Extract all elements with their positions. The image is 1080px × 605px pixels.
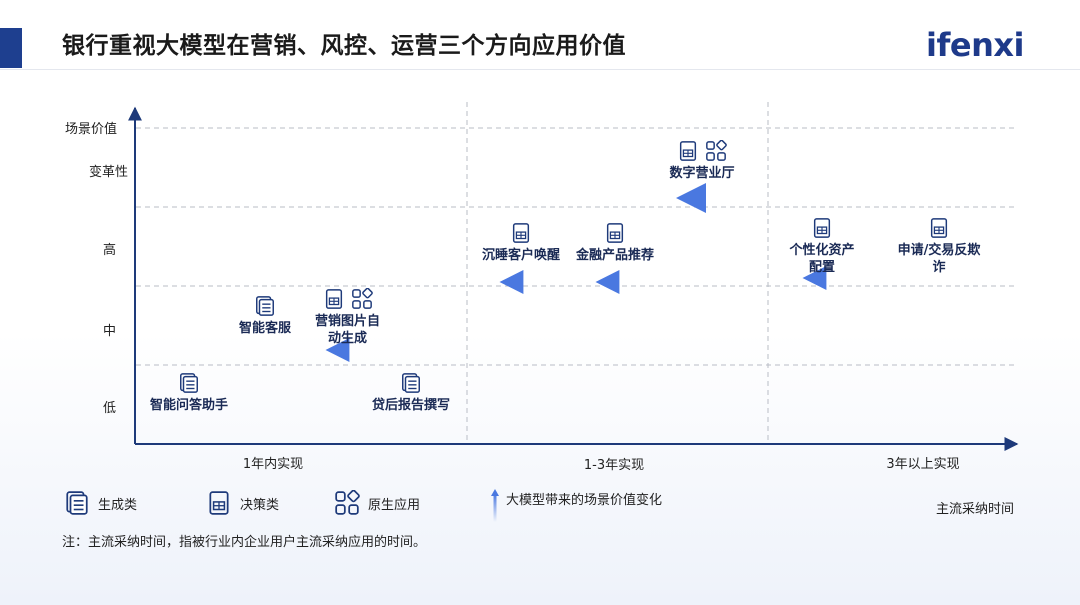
- legend-label: 生成类: [98, 497, 138, 513]
- item-fin-product: 金融产品推荐: [569, 222, 661, 264]
- item-label-line-2: 诈: [932, 260, 946, 275]
- native-app-icon: [335, 490, 360, 515]
- item-dormant: 沉睡客户唤醒: [475, 222, 567, 264]
- decision-icon: [679, 141, 697, 161]
- period-separators: [466, 102, 769, 444]
- x-period-3y-plus: 3年以上实现: [886, 457, 960, 472]
- generative-icon: [66, 491, 88, 515]
- legend-label: 大模型带来的场景价值变化: [506, 492, 663, 508]
- item-post-loan: 贷后报告撰写: [362, 372, 460, 414]
- header-divider: [0, 69, 1080, 70]
- gridlines: [136, 127, 1015, 366]
- y-level-high: 高: [102, 243, 116, 258]
- item-asset-alloc: 个性化资产 配置: [781, 217, 863, 276]
- x-period-1-3y: 1-3年实现: [583, 458, 645, 473]
- item-label-line-1: 个性化资产: [789, 243, 855, 258]
- generative-icon: [402, 373, 420, 393]
- item-label-line-2: 动生成: [327, 331, 367, 346]
- item-label: 贷后报告撰写: [371, 398, 450, 413]
- item-digital-hall: 数字营业厅: [660, 140, 744, 182]
- item-label: 智能客服: [238, 321, 291, 336]
- decision-icon: [209, 491, 229, 515]
- up-arrow-icon: [491, 489, 499, 522]
- item-label: 金融产品推荐: [575, 248, 654, 263]
- item-label: 数字营业厅: [669, 166, 735, 181]
- legend-native: 原生应用: [334, 490, 420, 516]
- generative-icon: [180, 373, 198, 393]
- legend-decision: 决策类: [206, 490, 279, 516]
- decision-icon: [813, 218, 831, 238]
- item-label-line-2: 配置: [808, 260, 835, 275]
- item-label-line-1: 申请/交易反欺: [897, 243, 981, 258]
- decision-icon: [606, 223, 624, 243]
- y-level-low: 低: [102, 401, 116, 416]
- y-axis-title: 场景价值: [64, 122, 117, 137]
- item-anti-fraud: 申请/交易反欺 诈: [888, 217, 990, 276]
- native-app-icon: [351, 288, 373, 309]
- x-period-1y: 1年内实现: [242, 457, 304, 472]
- x-axis-title: 主流采纳时间: [936, 502, 1015, 517]
- native-app-icon: [706, 140, 727, 161]
- item-marketing-img: 营销图片自 动生成: [305, 288, 390, 347]
- brand-logo: ifenxi: [926, 26, 1024, 64]
- item-label: 智能问答助手: [149, 398, 228, 413]
- y-level-transformative: 变革性: [88, 165, 128, 180]
- item-label-line-1: 营销图片自: [314, 314, 380, 329]
- title-accent-bar: [0, 28, 22, 68]
- legend-label: 原生应用: [368, 497, 421, 513]
- page-title: 银行重视大模型在营销、风控、运营三个方向应用价值: [62, 33, 626, 59]
- decision-icon: [930, 218, 948, 238]
- item-label: 沉睡客户唤醒: [481, 248, 560, 263]
- item-smart-cs: 智能客服: [230, 295, 300, 337]
- y-level-mid: 中: [102, 324, 116, 339]
- decision-icon: [512, 223, 530, 243]
- legend-arrow: 大模型带来的场景价值变化: [490, 488, 662, 522]
- footnote: 注：主流采纳时间，指被行业内企业用户主流采纳应用的时间。: [62, 535, 427, 550]
- legend-label: 决策类: [240, 497, 280, 513]
- value-change-arrows: [325, 183, 827, 408]
- generative-icon: [256, 296, 274, 316]
- decision-icon: [325, 289, 342, 309]
- item-smart-qa: 智能问答助手: [140, 372, 238, 414]
- legend-generative: 生成类: [64, 490, 137, 516]
